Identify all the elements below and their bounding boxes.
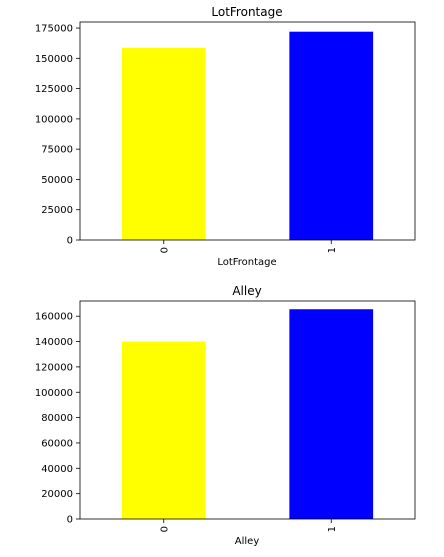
chart-1-bars bbox=[122, 32, 373, 240]
bar-1 bbox=[289, 309, 373, 519]
y-tick-label: 60000 bbox=[41, 438, 73, 449]
x-tick-label: 1 bbox=[327, 526, 338, 532]
chart-2: Alley 0 20000 40000 60000 80000 100000 120000 1… bbox=[35, 284, 415, 547]
chart-1-title: LotFrontage bbox=[211, 5, 282, 19]
chart-2-y-ticks: 0 20000 40000 60000 80000 100000 120000 140000 1… bbox=[35, 312, 80, 526]
chart-1: LotFrontage 0 25000 50000 75000 100000 125000… bbox=[35, 5, 415, 268]
x-tick-label: 1 bbox=[327, 247, 338, 253]
chart-1-x-axis-label: LotFrontage bbox=[217, 257, 276, 268]
x-tick-label: 0 bbox=[159, 526, 170, 532]
y-tick-label: 25000 bbox=[41, 205, 73, 216]
chart-2-bars bbox=[122, 309, 373, 519]
y-tick-label: 50000 bbox=[41, 175, 73, 186]
x-tick-label: 0 bbox=[159, 247, 170, 253]
y-tick-label: 125000 bbox=[35, 84, 73, 95]
bar-0 bbox=[122, 48, 206, 240]
y-tick-label: 100000 bbox=[35, 388, 73, 399]
chart-2-title: Alley bbox=[232, 284, 261, 298]
y-tick-label: 100000 bbox=[35, 114, 73, 125]
y-tick-label: 80000 bbox=[41, 413, 73, 424]
y-tick-label: 75000 bbox=[41, 145, 73, 156]
y-tick-label: 150000 bbox=[35, 54, 73, 65]
y-tick-label: 0 bbox=[67, 515, 73, 526]
y-tick-label: 175000 bbox=[35, 24, 73, 35]
bar-0 bbox=[122, 342, 206, 519]
y-tick-label: 40000 bbox=[41, 464, 73, 475]
y-tick-label: 160000 bbox=[35, 312, 73, 323]
y-tick-label: 120000 bbox=[35, 362, 73, 373]
y-tick-label: 20000 bbox=[41, 489, 73, 500]
chart-1-y-ticks: 0 25000 50000 75000 100000 125000 150000 175000 bbox=[35, 24, 80, 247]
y-tick-label: 0 bbox=[67, 236, 73, 247]
chart-2-x-axis-label: Alley bbox=[235, 536, 260, 547]
y-tick-label: 140000 bbox=[35, 337, 73, 348]
bar-1 bbox=[289, 32, 373, 240]
